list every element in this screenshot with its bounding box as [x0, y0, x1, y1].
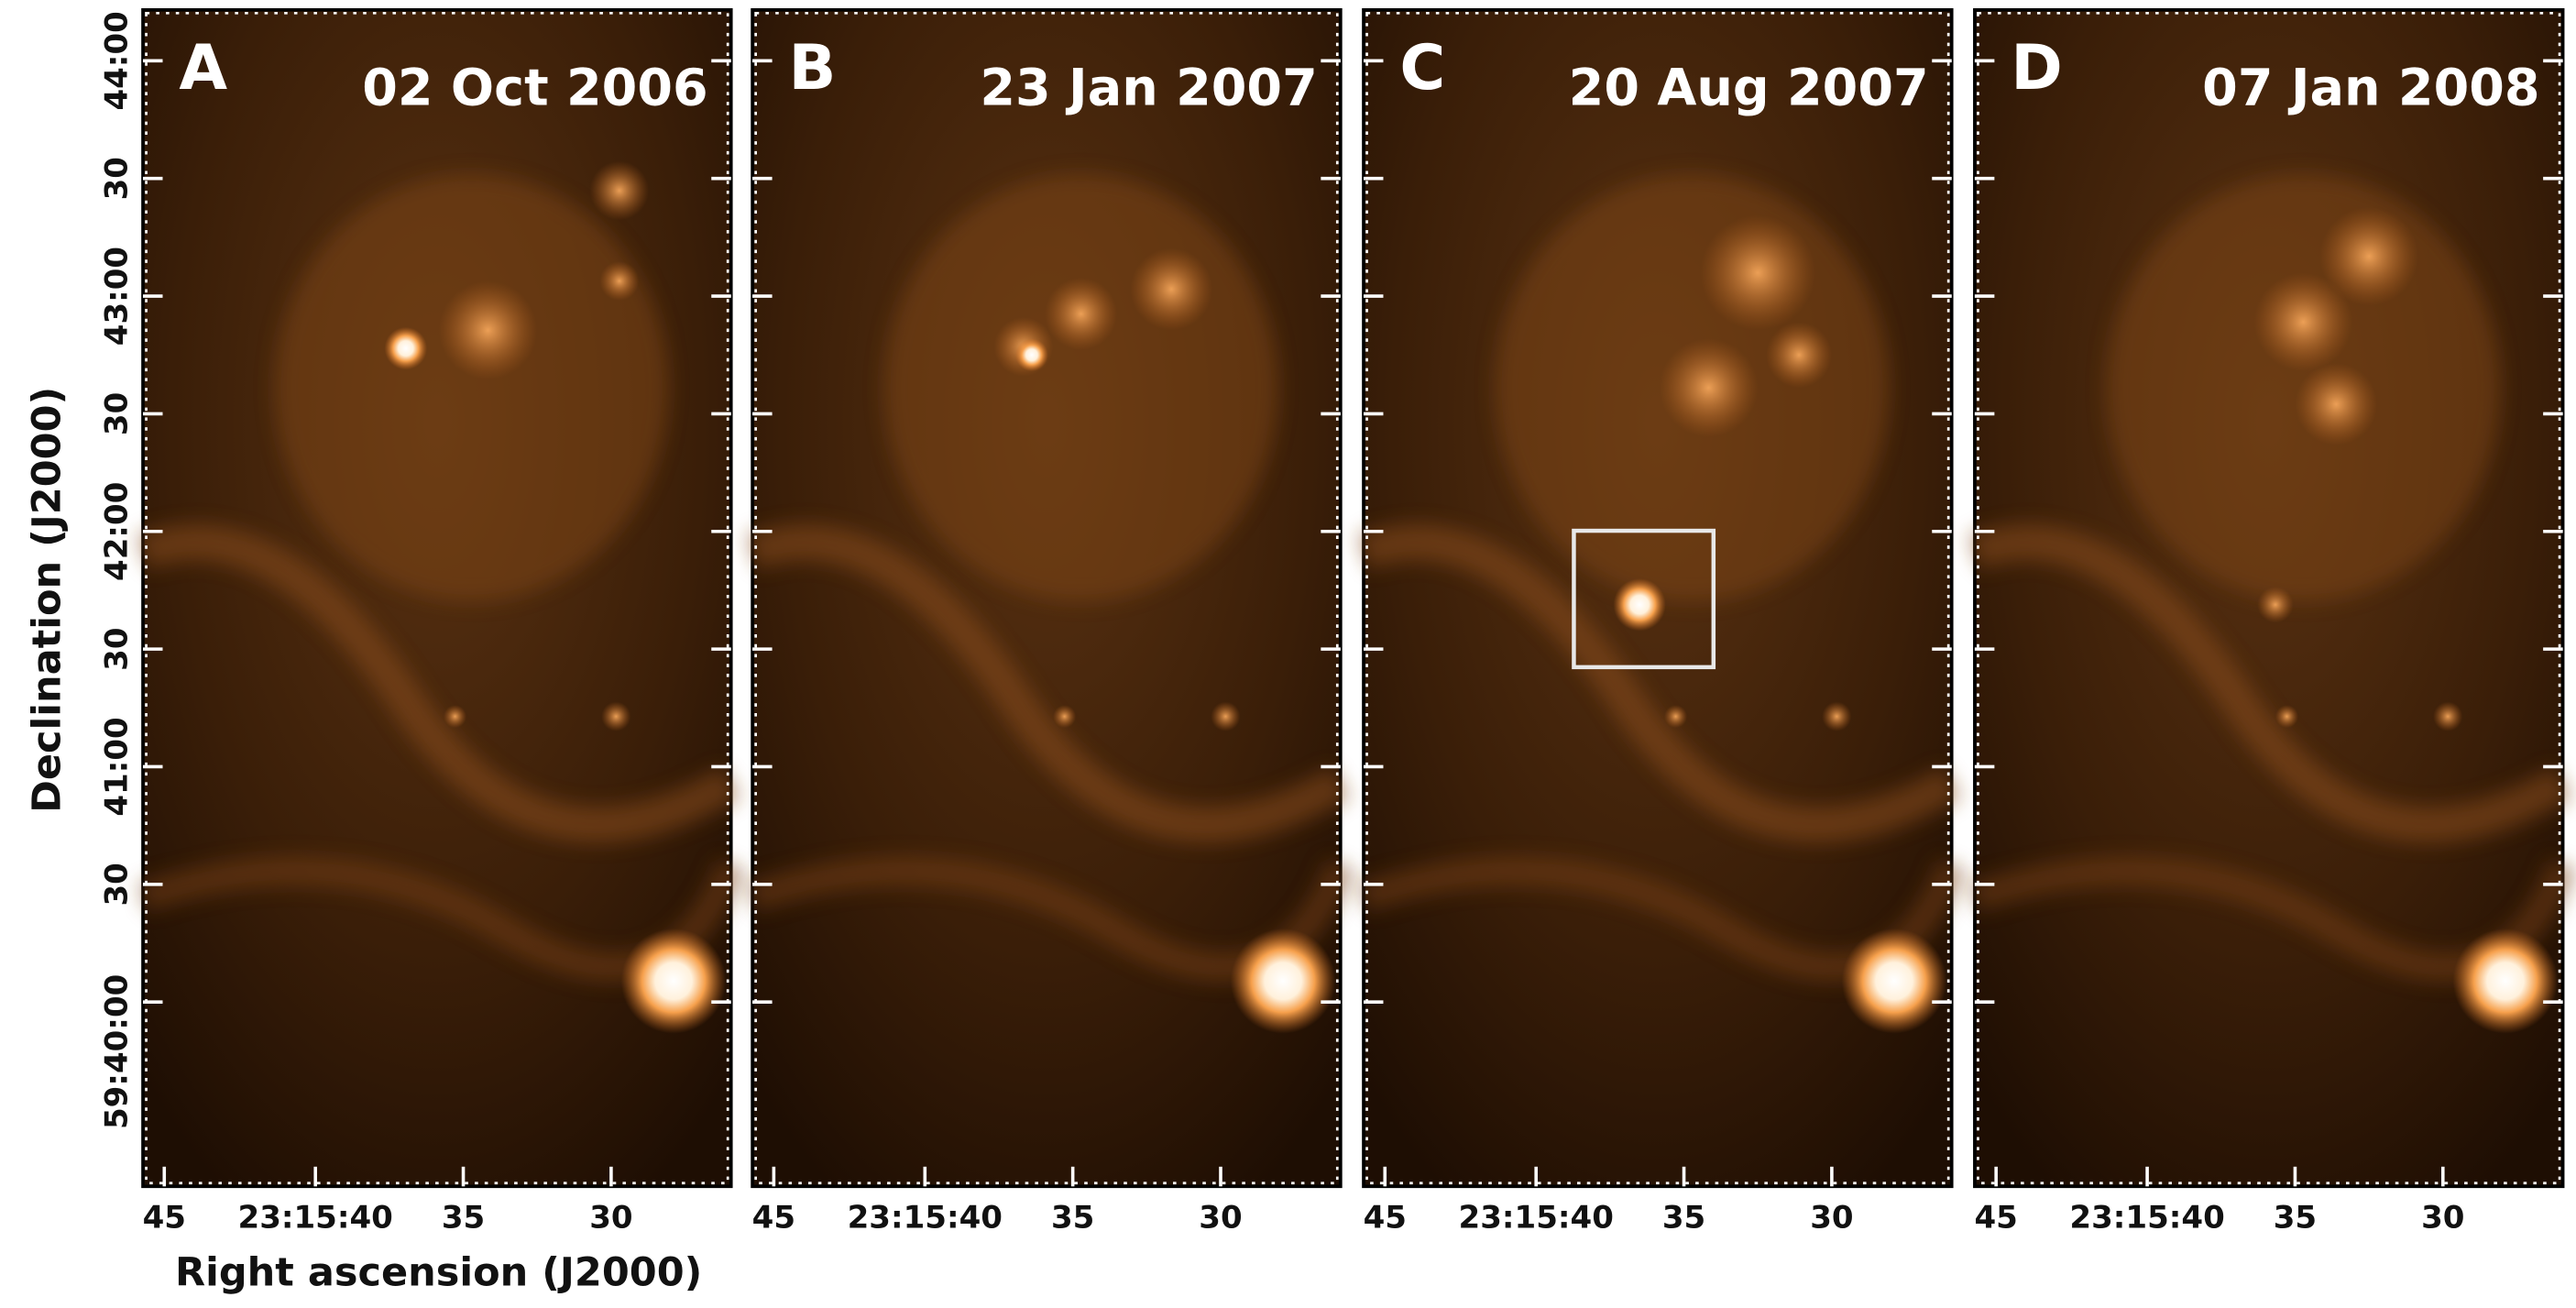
y-axis-label: Declination (J2000): [24, 387, 70, 813]
highlight-box: [1572, 528, 1716, 670]
x-tick-label: 23:15:40: [2069, 1200, 2224, 1237]
emission-blob: [1766, 322, 1832, 389]
x-tick-label: 30: [589, 1200, 632, 1237]
panel-date: 20 Aug 2007: [1569, 59, 1929, 118]
emission-blob: [384, 326, 428, 370]
nebula-glow: [883, 174, 1278, 602]
emission-blob: [1700, 214, 1815, 331]
nebula-wisp: [746, 523, 1350, 843]
panel-frame: [145, 11, 729, 1185]
emission-blob: [2275, 705, 2299, 729]
emission-blob: [1664, 705, 1688, 729]
x-tick-label: 23:15:40: [848, 1200, 1003, 1237]
bright-star: [620, 928, 727, 1034]
y-tick-label: 30: [99, 627, 136, 670]
y-tick-label: 30: [99, 157, 136, 200]
panel: C 20 Aug 2007 45 23:15:40 35 30: [1357, 7, 1966, 1237]
bright-star: [2452, 928, 2559, 1034]
x-tick-label: 30: [2421, 1200, 2464, 1237]
emission-blob: [2257, 586, 2294, 623]
y-tick-label: 30: [99, 863, 136, 906]
nebula-wisp: [137, 523, 740, 843]
panel: A 02 Oct 2006 45 23:15:40 35 30: [137, 7, 745, 1237]
emission-blob: [601, 701, 631, 731]
emission-blob: [2433, 701, 2463, 731]
emission-blob: [1014, 338, 1048, 372]
x-tick-label: 35: [1051, 1200, 1094, 1237]
y-tick-label: 30: [99, 392, 136, 435]
y-tick-label: 43:00: [99, 247, 136, 346]
emission-blob: [1045, 277, 1118, 350]
y-tick-label: 59:40:00: [99, 974, 136, 1129]
bright-star: [1230, 928, 1336, 1034]
emission-blob: [599, 261, 640, 302]
nebula-glow: [274, 174, 669, 602]
emission-blob: [589, 160, 650, 221]
emission-blob: [1659, 338, 1759, 437]
panel-letter: A: [179, 32, 227, 104]
emission-blob: [2319, 206, 2418, 306]
panel-frame: [754, 11, 1339, 1185]
nebula-wisp: [1357, 523, 1961, 843]
panel-frame: [1365, 11, 1950, 1185]
y-tick-label: 44:00: [99, 11, 136, 110]
panel-letter: C: [1399, 32, 1445, 104]
x-tick-label: 35: [2274, 1200, 2317, 1237]
bright-star: [1841, 928, 1947, 1034]
panel-date: 07 Jan 2008: [2202, 59, 2539, 118]
x-tick-label: 45: [1364, 1200, 1407, 1237]
emission-blob: [2295, 363, 2378, 445]
panel-date: 23 Jan 2007: [980, 59, 1317, 118]
x-tick-label: 30: [1199, 1200, 1242, 1237]
y-tick-label: 41:00: [99, 717, 136, 816]
emission-blob: [1822, 701, 1852, 731]
emission-blob: [1613, 578, 1666, 632]
x-tick-label: 45: [143, 1200, 186, 1237]
x-tick-label: 35: [1662, 1200, 1705, 1237]
x-tick-label: 30: [1810, 1200, 1853, 1237]
x-tick-label: 35: [442, 1200, 485, 1237]
panel-date: 02 Oct 2006: [362, 59, 707, 118]
x-tick-label: 23:15:40: [1459, 1200, 1614, 1237]
x-tick-label: 45: [752, 1200, 795, 1237]
x-axis-label: Right ascension (J2000): [175, 1250, 702, 1296]
emission-blob: [1211, 701, 1241, 731]
x-tick-label: 45: [1974, 1200, 2017, 1237]
nebula-wisp: [1968, 523, 2572, 843]
y-tick-label: 42:00: [99, 482, 136, 581]
x-tick-label: 23:15:40: [238, 1200, 393, 1237]
panel-letter: B: [789, 32, 837, 104]
panel-letter: D: [2011, 32, 2063, 104]
panel-frame: [1977, 11, 2561, 1185]
emission-blob: [1130, 247, 1213, 331]
emission-blob: [2253, 272, 2353, 372]
panel: D 07 Jan 2008 45 23:15:40 35 30: [1968, 7, 2576, 1237]
emission-blob: [444, 705, 467, 729]
panel: B 23 Jan 2007 45 23:15:40 35 30: [746, 7, 1354, 1237]
emission-blob: [1053, 705, 1077, 729]
emission-blob: [438, 280, 538, 380]
